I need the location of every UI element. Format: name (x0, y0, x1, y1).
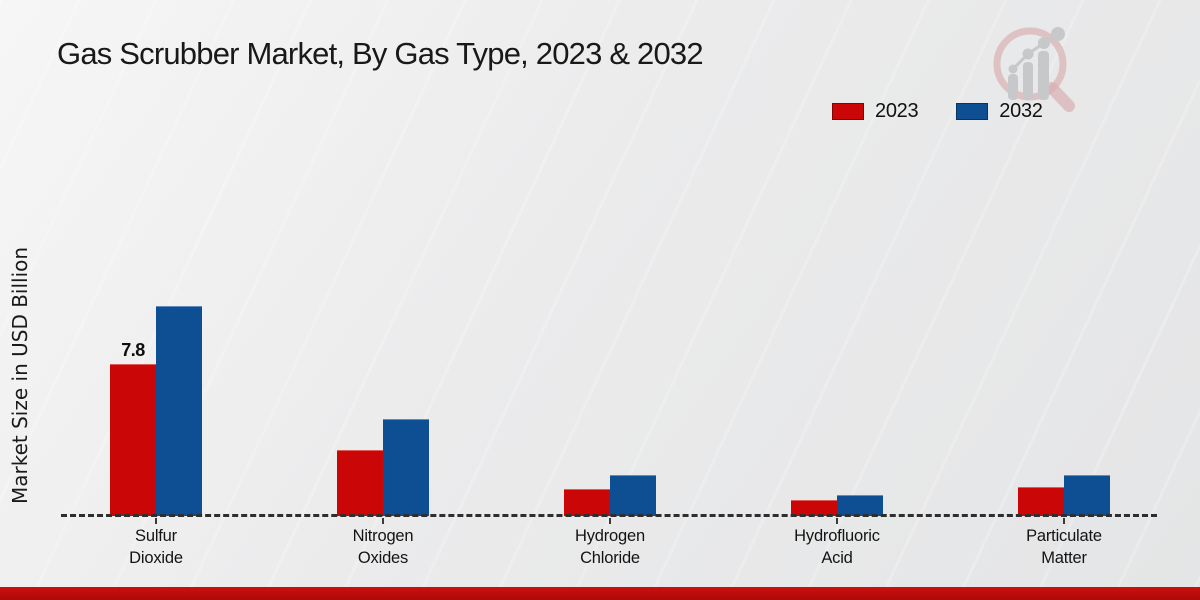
bar-2023-sulfur-dioxide (110, 363, 156, 516)
bar-2023-nitrogen-oxides (337, 449, 383, 516)
page-title: Gas Scrubber Market, By Gas Type, 2023 &… (57, 36, 704, 71)
bar-value-label: 7.8 (121, 339, 145, 360)
x-tick-label-nitrogen-oxides: Nitrogen Oxides (352, 527, 414, 568)
x-tick-label-particulate-matter: Particulate Matter (1026, 527, 1102, 568)
footer-bar (0, 587, 1200, 600)
legend-label-2032: 2032 (999, 100, 1043, 122)
axis-tick (836, 518, 838, 524)
legend-item-2023: 2023 (832, 100, 919, 123)
y-axis-title: Market Size in USD Billion (8, 246, 32, 504)
x-tick-label-hydrofluoric-acid: Hydrofluoric Acid (794, 527, 880, 568)
x-axis-baseline (61, 514, 1157, 517)
legend-color-swatch-2032 (956, 103, 989, 120)
x-tick-label-sulfur-dioxide: Sulfur Dioxide (129, 527, 183, 568)
bar-2023-hydrofluoric-acid (791, 500, 837, 516)
bar-2023-hydrogen-chloride (564, 488, 610, 516)
bar-2023-particulate-matter (1018, 486, 1064, 516)
legend-label-2023: 2023 (875, 100, 919, 122)
magnifier-growth-chart-icon (993, 27, 1075, 112)
axis-tick (382, 518, 384, 524)
bar-2032-particulate-matter (1064, 475, 1110, 516)
x-tick-label-hydrogen-chloride: Hydrogen Chloride (575, 527, 645, 568)
bar-2032-sulfur-dioxide (156, 305, 202, 516)
axis-tick (609, 518, 611, 524)
legend-color-swatch-2023 (832, 103, 864, 120)
axis-tick (1063, 518, 1065, 524)
legend-item-2032: 2032 (956, 100, 1043, 123)
axis-tick (155, 518, 157, 524)
bar-2032-hydrogen-chloride (610, 475, 656, 516)
legend: 2023 2032 (832, 100, 1043, 123)
bar-2032-hydrofluoric-acid (837, 494, 883, 516)
bar-2032-nitrogen-oxides (383, 418, 429, 516)
